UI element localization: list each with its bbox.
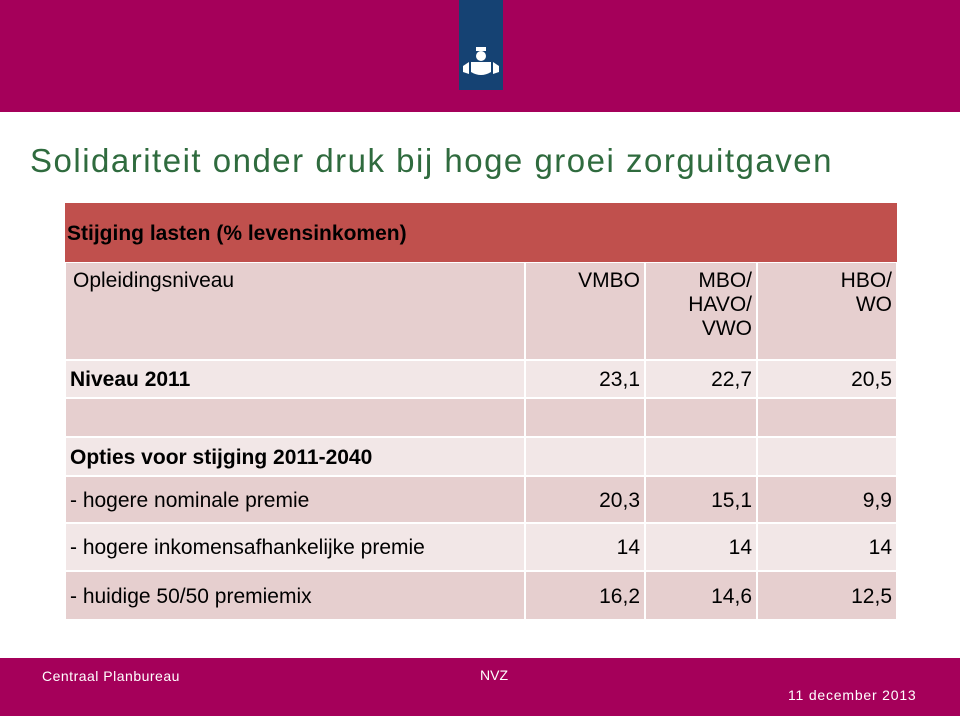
table-cell [525, 398, 645, 437]
table-cell: 9,9 [757, 476, 897, 523]
table-title-row [65, 203, 897, 262]
table-cell: 14 [645, 523, 757, 571]
table-cell [645, 437, 757, 476]
column-header: VMBO [578, 269, 640, 292]
table-cell: Niveau 2011 [65, 360, 525, 398]
table-cell [757, 398, 897, 437]
column-header: WO [855, 293, 892, 316]
slide-title: Solidariteit onder druk bij hoge groei z… [30, 142, 833, 179]
table-cell: 16,2 [525, 571, 645, 620]
table-cell: VMBO [525, 262, 645, 360]
footer-center: NVZ [480, 667, 508, 683]
table-cell: 15,1 [645, 476, 757, 523]
table-cell: Opleidingsniveau [65, 262, 525, 360]
table-cell: 14 [757, 523, 897, 571]
column-header: HAVO/ [688, 293, 752, 316]
table-cell: 20,3 [525, 476, 645, 523]
table-cell: - hogere inkomensafhankelijke premie [65, 523, 525, 571]
logo [459, 0, 503, 90]
emblem [463, 47, 499, 75]
table-cell: - huidige 50/50 premiemix [65, 571, 525, 620]
table-cell [65, 398, 525, 437]
table-title: Stijging lasten (% levensinkomen) [67, 222, 407, 245]
footer-right: 11 december 2013 [788, 687, 917, 703]
table-cell: HBO/WO [757, 262, 897, 360]
footer-left: Centraal Planbureau [42, 668, 180, 684]
table-cell: 14 [525, 523, 645, 571]
column-header: HBO/ [840, 269, 892, 292]
table-cell: Opties voor stijging 2011-2040 [65, 437, 525, 476]
column-header: Opleidingsniveau [73, 269, 235, 292]
table-cell [525, 437, 645, 476]
table-cell: - hogere nominale premie [65, 476, 525, 523]
table-cell: 22,7 [645, 360, 757, 398]
table-cell: MBO/HAVO/VWO [645, 262, 757, 360]
table-cell: 14,6 [645, 571, 757, 620]
table-cell: 12,5 [757, 571, 897, 620]
column-header: VWO [701, 317, 752, 340]
table-cell [645, 398, 757, 437]
column-header: MBO/ [698, 269, 752, 292]
table-cell [757, 437, 897, 476]
table-cell: 20,5 [757, 360, 897, 398]
table-cell: 23,1 [525, 360, 645, 398]
footer-band [0, 658, 960, 716]
